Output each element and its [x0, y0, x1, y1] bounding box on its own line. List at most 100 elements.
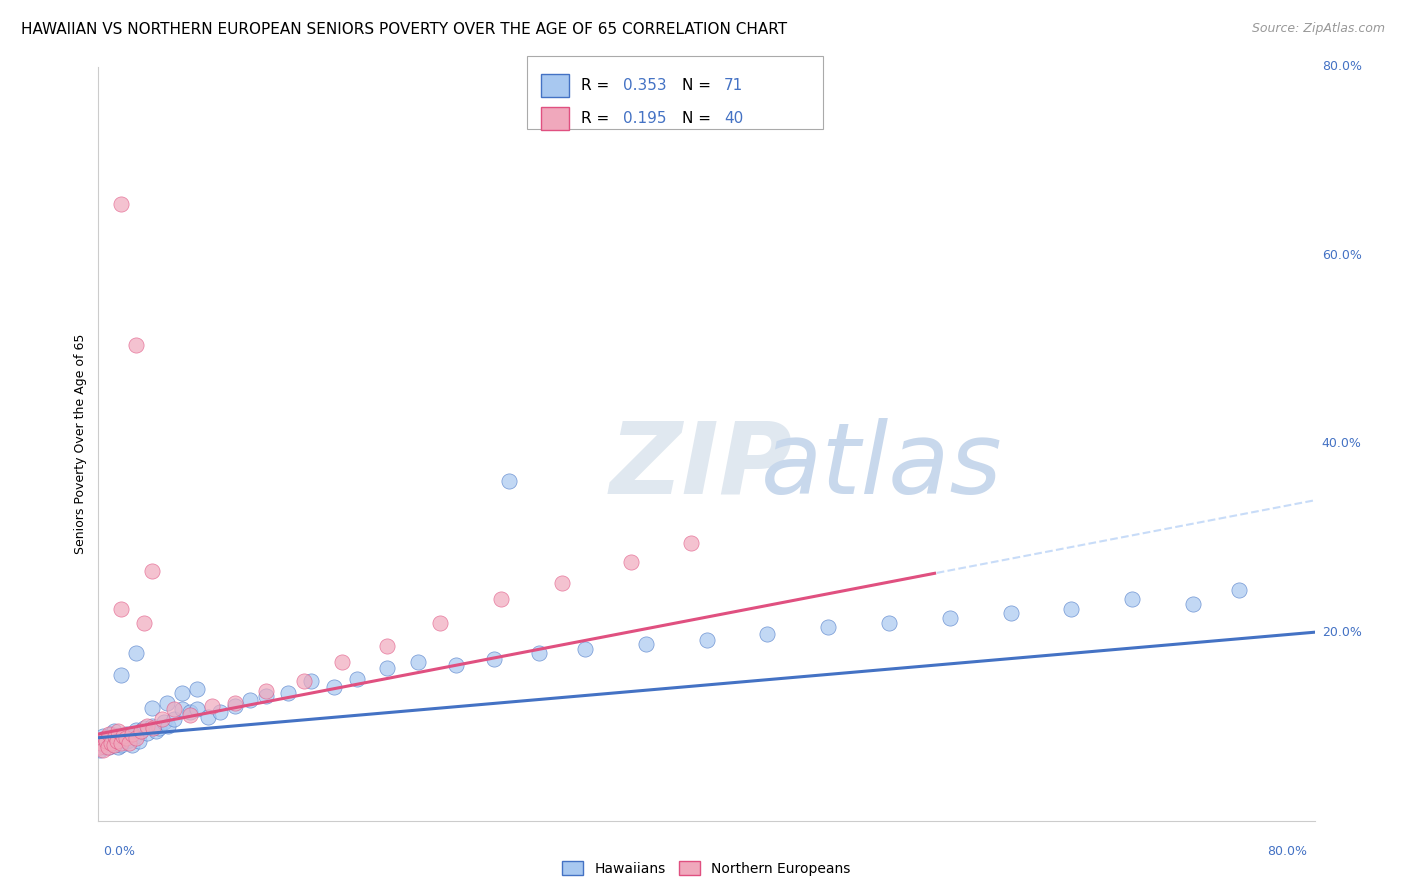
Hawaiians: [406, 656, 429, 670]
Hawaiians: [112, 732, 135, 747]
Text: 0.0%: 0.0%: [103, 845, 135, 857]
Hawaiians: [114, 727, 136, 741]
Northern Europeans: [114, 731, 136, 745]
Text: HAWAIIAN VS NORTHERN EUROPEAN SENIORS POVERTY OVER THE AGE OF 65 CORRELATION CHA: HAWAIIAN VS NORTHERN EUROPEAN SENIORS PO…: [21, 22, 787, 37]
Text: N =: N =: [682, 78, 716, 93]
Northern Europeans: [89, 740, 111, 755]
Hawaiians: [117, 734, 139, 748]
Hawaiians: [756, 627, 779, 641]
Hawaiians: [498, 475, 520, 489]
Hawaiians: [817, 620, 839, 634]
Hawaiians: [125, 723, 148, 738]
Hawaiians: [141, 719, 163, 733]
Northern Europeans: [111, 729, 134, 743]
Northern Europeans: [110, 601, 132, 615]
Hawaiians: [186, 681, 208, 696]
Hawaiians: [94, 731, 117, 745]
Hawaiians: [110, 739, 132, 753]
Hawaiians: [634, 636, 657, 650]
Hawaiians: [157, 719, 180, 733]
Y-axis label: Seniors Poverty Over the Age of 65: Seniors Poverty Over the Age of 65: [75, 334, 87, 554]
Northern Europeans: [94, 733, 117, 747]
Hawaiians: [444, 658, 467, 673]
Text: Source: ZipAtlas.com: Source: ZipAtlas.com: [1251, 22, 1385, 36]
Hawaiians: [696, 632, 718, 647]
Hawaiians: [124, 729, 146, 743]
Hawaiians: [107, 740, 129, 755]
Northern Europeans: [330, 656, 353, 670]
Hawaiians: [108, 731, 131, 745]
Text: 0.353: 0.353: [623, 78, 666, 93]
Hawaiians: [939, 611, 962, 625]
Hawaiians: [128, 733, 150, 747]
Northern Europeans: [491, 592, 513, 607]
Hawaiians: [98, 740, 121, 755]
Northern Europeans: [107, 724, 129, 739]
Hawaiians: [125, 646, 148, 660]
Hawaiians: [100, 727, 122, 741]
Hawaiians: [1000, 607, 1022, 621]
Hawaiians: [93, 740, 115, 755]
Text: 40.0%: 40.0%: [1322, 437, 1361, 450]
Hawaiians: [111, 729, 134, 743]
Northern Europeans: [619, 555, 641, 569]
Northern Europeans: [375, 640, 398, 654]
Northern Europeans: [254, 683, 277, 698]
Northern Europeans: [110, 196, 132, 211]
Northern Europeans: [163, 702, 186, 716]
Northern Europeans: [141, 564, 163, 578]
Hawaiians: [1121, 592, 1143, 607]
Northern Europeans: [110, 736, 132, 750]
Hawaiians: [105, 729, 128, 743]
Northern Europeans: [91, 743, 114, 757]
Text: 0.195: 0.195: [623, 111, 666, 126]
Hawaiians: [375, 661, 398, 675]
Hawaiians: [145, 724, 167, 739]
Text: 80.0%: 80.0%: [1322, 61, 1361, 73]
Northern Europeans: [150, 712, 173, 726]
Text: 60.0%: 60.0%: [1322, 249, 1361, 262]
Hawaiians: [197, 710, 219, 724]
Hawaiians: [1182, 597, 1205, 611]
Northern Europeans: [103, 739, 125, 753]
Hawaiians: [141, 700, 163, 714]
Text: 80.0%: 80.0%: [1268, 845, 1308, 857]
Text: 71: 71: [724, 78, 744, 93]
Hawaiians: [121, 739, 143, 753]
Northern Europeans: [201, 698, 224, 713]
Hawaiians: [101, 733, 124, 747]
Hawaiians: [94, 736, 117, 750]
Legend: Hawaiians, Northern Europeans: Hawaiians, Northern Europeans: [557, 855, 856, 881]
Hawaiians: [103, 739, 125, 753]
Northern Europeans: [121, 727, 143, 741]
Northern Europeans: [96, 740, 118, 755]
Hawaiians: [118, 732, 141, 747]
Northern Europeans: [125, 338, 148, 352]
Northern Europeans: [681, 535, 703, 549]
Northern Europeans: [125, 731, 148, 745]
Hawaiians: [89, 743, 111, 757]
Text: 20.0%: 20.0%: [1322, 625, 1361, 639]
Hawaiians: [299, 674, 322, 689]
Text: ZIP: ZIP: [609, 417, 792, 515]
Northern Europeans: [98, 727, 121, 741]
Hawaiians: [120, 727, 142, 741]
Hawaiians: [239, 693, 262, 707]
Northern Europeans: [142, 721, 165, 735]
Hawaiians: [254, 690, 277, 704]
Northern Europeans: [136, 719, 159, 733]
Text: 40: 40: [724, 111, 744, 126]
Hawaiians: [323, 680, 346, 694]
Hawaiians: [148, 721, 170, 735]
Hawaiians: [104, 733, 127, 747]
Northern Europeans: [90, 736, 112, 750]
Text: N =: N =: [682, 111, 716, 126]
Northern Europeans: [551, 576, 574, 591]
Text: atlas: atlas: [761, 417, 1002, 515]
Northern Europeans: [100, 736, 122, 750]
Hawaiians: [152, 714, 174, 729]
Hawaiians: [132, 721, 155, 735]
Northern Europeans: [105, 733, 128, 747]
Hawaiians: [90, 733, 112, 747]
Hawaiians: [156, 696, 179, 710]
